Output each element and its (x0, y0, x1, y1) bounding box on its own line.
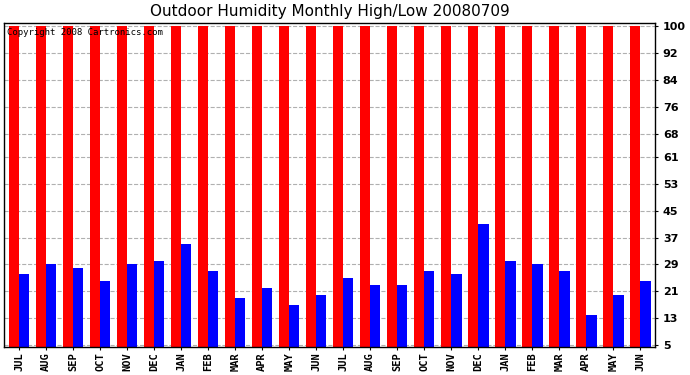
Bar (387, 27, 397, 362)
Bar (343, 278, 353, 362)
Bar (630, 27, 640, 362)
Bar (181, 244, 191, 362)
Bar (279, 27, 289, 362)
Bar (424, 271, 435, 362)
Bar (46, 264, 57, 362)
Bar (127, 264, 137, 362)
Bar (225, 27, 235, 362)
Bar (468, 27, 478, 362)
Bar (522, 27, 532, 362)
Bar (36, 27, 46, 362)
Bar (73, 268, 83, 362)
Bar (495, 27, 505, 362)
Bar (154, 261, 164, 362)
Bar (441, 27, 451, 362)
Bar (144, 27, 154, 362)
Bar (252, 27, 262, 362)
Bar (586, 315, 597, 362)
Bar (576, 27, 586, 362)
Bar (397, 285, 408, 362)
Bar (478, 224, 489, 362)
Bar (19, 274, 29, 362)
Bar (198, 27, 208, 362)
Title: Outdoor Humidity Monthly High/Low 20080709: Outdoor Humidity Monthly High/Low 200807… (150, 4, 509, 19)
Bar (640, 281, 651, 362)
Bar (613, 295, 624, 362)
Bar (360, 27, 371, 362)
Bar (451, 274, 462, 362)
Bar (171, 27, 181, 362)
Bar (262, 288, 273, 362)
Bar (333, 27, 343, 362)
Bar (505, 261, 515, 362)
Bar (316, 295, 326, 362)
Bar (235, 298, 246, 362)
Bar (90, 27, 100, 362)
Bar (532, 264, 542, 362)
Bar (371, 285, 380, 362)
Text: Copyright 2008 Cartronics.com: Copyright 2008 Cartronics.com (8, 28, 164, 37)
Bar (560, 271, 569, 362)
Bar (100, 281, 110, 362)
Bar (289, 304, 299, 361)
Bar (414, 27, 424, 362)
Bar (9, 27, 19, 362)
Bar (306, 27, 316, 362)
Bar (603, 27, 613, 362)
Bar (208, 271, 218, 362)
Bar (63, 27, 73, 362)
Bar (549, 27, 560, 362)
Bar (117, 27, 127, 362)
